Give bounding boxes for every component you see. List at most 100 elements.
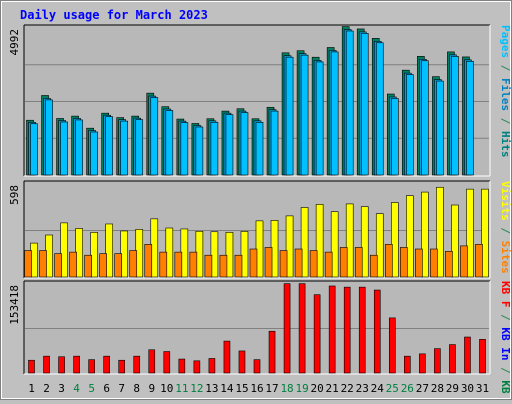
x-tick-label-day-8: 8: [133, 382, 140, 395]
bar-pages-day-27: [421, 60, 429, 176]
x-tick-label-day-1: 1: [28, 382, 35, 395]
x-tick-label-day-3: 3: [58, 382, 65, 395]
bar-pages-day-12: [195, 126, 204, 176]
bar-sites-day-30: [460, 245, 468, 278]
bar-kb-f-day-12: [193, 360, 201, 374]
bar-sites-day-9: [144, 244, 153, 278]
bar-kb-f-day-21: [328, 285, 336, 374]
bar-kb-f-day-1: [28, 359, 35, 374]
bar-sites-day-11: [174, 251, 183, 278]
bar-sites-day-29: [445, 251, 453, 278]
x-tick-label-day-25: 25: [386, 382, 399, 395]
bar-pages-day-5: [90, 131, 98, 176]
bar-kb-f-day-2: [43, 355, 50, 374]
y-label-part: /: [499, 308, 512, 328]
x-tick-label-day-31: 31: [476, 382, 489, 395]
y-max-label: 598: [8, 185, 21, 205]
y-label-part: Pages: [499, 25, 512, 58]
bar-visits-day-26: [406, 195, 414, 278]
y-label-part: KB In: [499, 327, 512, 360]
bar-visits-day-21: [330, 211, 339, 278]
bar-kb-f-day-17: [268, 330, 276, 374]
x-tick-label-day-30: 30: [461, 382, 474, 395]
bar-pages-day-14: [225, 114, 234, 176]
bar-kb-f-day-7: [118, 359, 126, 374]
x-tick-label-day-14: 14: [220, 382, 234, 395]
bar-kb-f-day-27: [419, 353, 426, 374]
bar-pages-day-7: [120, 120, 129, 176]
bar-kb-f-day-19: [298, 283, 306, 374]
bar-pages-day-21: [330, 51, 339, 176]
chart-title: Daily usage for March 2023: [20, 8, 208, 22]
bar-visits-day-18: [285, 215, 294, 278]
bar-kb-f-day-5: [88, 359, 95, 374]
chart-panel-1: 4992 Pages / Files / Hits: [8, 24, 512, 177]
bar-pages-day-13: [210, 121, 219, 176]
bar-visits-day-14: [225, 232, 234, 278]
bar-sites-day-20: [309, 250, 318, 278]
x-tick-label-day-15: 15: [235, 382, 248, 395]
bar-pages-day-19: [300, 54, 309, 176]
bar-sites-day-1: [24, 250, 32, 278]
bar-kb-f-day-11: [178, 358, 186, 374]
bar-pages-day-26: [406, 74, 414, 176]
bar-kb-f-day-23: [358, 286, 366, 374]
bar-pages-day-24: [375, 42, 384, 176]
y-axis-label: Visits / Sites: [499, 181, 512, 274]
x-tick-label-day-6: 6: [103, 382, 110, 395]
bar-pages-day-22: [345, 30, 354, 176]
x-tick-label-day-27: 27: [416, 382, 429, 395]
bar-sites-day-13: [204, 254, 213, 278]
bar-kb-f-day-15: [238, 350, 246, 374]
x-tick-label-day-29: 29: [446, 382, 459, 395]
bar-pages-day-6: [105, 116, 113, 176]
x-tick-label-day-11: 11: [175, 382, 188, 395]
bar-kb-f-day-6: [103, 355, 110, 374]
bar-pages-day-20: [315, 61, 324, 176]
bar-pages-day-16: [255, 121, 264, 176]
bar-sites-day-31: [475, 244, 483, 278]
bar-pages-day-3: [60, 121, 68, 176]
bar-kb-f-day-30: [464, 336, 471, 374]
bar-pages-day-25: [390, 98, 399, 176]
bar-visits-day-31: [481, 188, 489, 278]
bar-visits-day-15: [240, 231, 249, 278]
bar-visits-day-22: [345, 203, 354, 278]
x-tick-label-day-9: 9: [148, 382, 155, 395]
x-tick-label-day-17: 17: [265, 382, 278, 395]
chart-panel-2: 598 Visits / Sites: [8, 180, 512, 279]
bar-kb-f-day-29: [449, 344, 456, 374]
bar-visits-day-19: [300, 207, 309, 278]
x-tick-label-day-20: 20: [311, 382, 324, 395]
bar-visits-day-23: [360, 206, 369, 278]
bar-pages-day-10: [165, 110, 174, 176]
y-label-part: /: [499, 111, 512, 131]
bar-visits-day-6: [105, 223, 113, 278]
bar-pages-day-29: [451, 56, 459, 176]
x-tick-label-day-18: 18: [280, 382, 293, 395]
bar-pages-day-15: [240, 112, 249, 176]
x-tick-label-day-13: 13: [205, 382, 218, 395]
x-tick-label-day-23: 23: [356, 382, 369, 395]
y-label-part: Files: [499, 78, 512, 111]
bar-kb-f-day-26: [404, 355, 411, 374]
bar-sites-day-19: [294, 248, 303, 278]
bar-sites-day-10: [159, 251, 168, 278]
bar-kb-f-day-28: [434, 348, 441, 374]
x-tick-label-day-12: 12: [190, 382, 203, 395]
bar-kb-f-day-10: [163, 351, 171, 374]
x-tick-label-day-22: 22: [341, 382, 354, 395]
bar-pages-day-17: [270, 110, 279, 176]
bar-pages-day-4: [75, 119, 83, 176]
bar-sites-day-16: [249, 248, 258, 278]
bar-visits-day-30: [466, 188, 474, 278]
y-max-label: 153418: [8, 285, 21, 325]
bar-sites-day-24: [369, 254, 378, 278]
y-label-part: Visits: [499, 181, 512, 221]
y-label-part: /: [499, 361, 512, 381]
bar-sites-day-14: [219, 254, 228, 278]
y-max-label: 4992: [8, 29, 21, 56]
y-axis-label: KB F / KB In / KB Out: [499, 281, 512, 400]
